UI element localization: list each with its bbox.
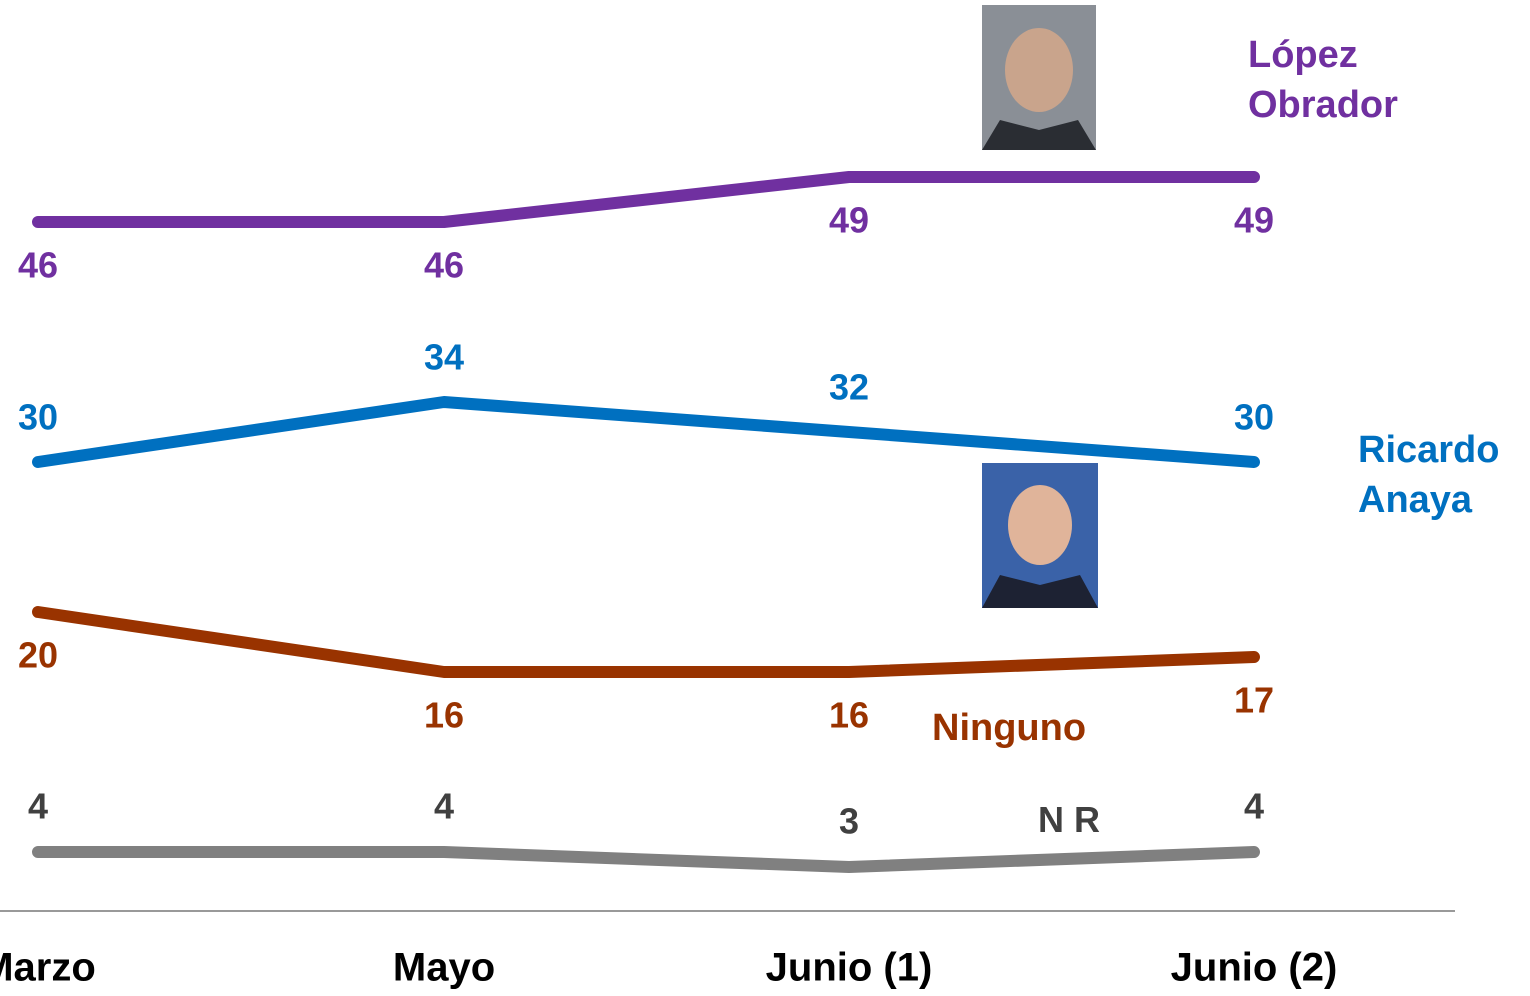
data-label: 49 — [829, 200, 869, 241]
data-label: 4 — [434, 786, 454, 827]
series-name: Ricardo Anaya — [1358, 429, 1500, 521]
x-tick-label: Marzo — [0, 946, 96, 990]
data-label: 46 — [18, 245, 58, 286]
series-line — [32, 396, 1260, 468]
data-label: 20 — [18, 635, 58, 676]
data-label: 34 — [424, 337, 464, 378]
photo-lopez — [982, 5, 1096, 150]
data-label: 32 — [829, 367, 869, 408]
series-name: N R — [1038, 799, 1100, 840]
series-line — [32, 606, 1260, 678]
series-name: López Obrador — [1248, 34, 1398, 126]
series-line — [32, 171, 1260, 228]
data-label: 30 — [1234, 397, 1274, 438]
data-label: 4 — [1244, 786, 1264, 827]
data-label: 16 — [829, 695, 869, 736]
data-label: 3 — [839, 801, 859, 842]
data-label: 4 — [28, 786, 48, 827]
data-label: 49 — [1234, 200, 1274, 241]
data-label: 30 — [18, 397, 58, 438]
data-label: 46 — [424, 245, 464, 286]
x-tick-label: Junio (1) — [766, 946, 933, 990]
x-tick-label: Mayo — [393, 946, 495, 990]
x-tick-label: Junio (2) — [1171, 946, 1338, 990]
series-line — [32, 846, 1260, 873]
data-label: 16 — [424, 695, 464, 736]
series-name: Ninguno — [932, 707, 1087, 749]
data-label: 17 — [1234, 680, 1274, 721]
photo-anaya — [982, 463, 1098, 608]
